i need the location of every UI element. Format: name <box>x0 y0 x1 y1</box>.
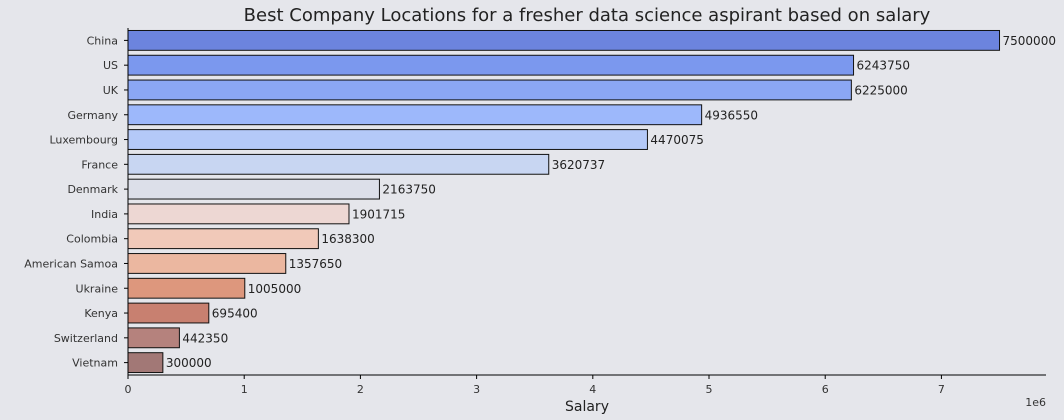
value-label: 1638300 <box>321 232 374 246</box>
bar-us <box>127 54 855 76</box>
y-tick-label: American Samoa <box>24 257 118 270</box>
bar-vietnam <box>127 352 164 374</box>
x-tick-label: 6 <box>822 383 829 396</box>
y-tick-label: China <box>87 34 118 47</box>
value-label: 1005000 <box>248 282 301 296</box>
value-label: 6225000 <box>854 83 907 97</box>
x-tick-label: 2 <box>357 383 364 396</box>
bar-india <box>127 203 350 225</box>
value-label: 2163750 <box>382 183 435 197</box>
y-tick-label: France <box>81 158 118 171</box>
bar-uk <box>127 79 852 101</box>
y-tick-label: Colombia <box>66 233 118 246</box>
x-tick-label: 3 <box>473 383 480 396</box>
bar-germany <box>127 104 703 126</box>
bar-colombia <box>127 228 319 250</box>
bar-china <box>127 29 1001 51</box>
y-tick-label: India <box>91 208 118 221</box>
bar-denmark <box>127 178 380 200</box>
value-label: 442350 <box>182 331 228 345</box>
value-label: 6243750 <box>857 59 910 73</box>
y-tick-label: UK <box>103 84 119 97</box>
bar-france <box>127 153 550 175</box>
x-tick-label: 4 <box>589 383 596 396</box>
value-label: 4936550 <box>705 108 758 122</box>
x-axis-scale-label: 1e6 <box>1025 396 1046 409</box>
y-tick-label: Vietnam <box>72 357 118 370</box>
value-label: 4470075 <box>650 133 703 147</box>
y-tick-label: Luxembourg <box>49 134 118 147</box>
x-tick-label: 0 <box>125 383 132 396</box>
x-tick-label: 7 <box>938 383 945 396</box>
x-tick-label: 1 <box>241 383 248 396</box>
y-tick-label: Denmark <box>67 183 118 196</box>
bar-ukraine <box>127 277 246 299</box>
y-tick-label: Switzerland <box>54 332 118 345</box>
value-label: 3620737 <box>552 158 605 172</box>
y-tick-label: US <box>103 59 118 72</box>
bar-luxembourg <box>127 129 648 150</box>
y-axis: China US UK Germany Luxembourg France Denmark I… <box>24 28 129 375</box>
y-tick-label: Kenya <box>84 307 118 320</box>
value-label: 7500000 <box>1003 34 1056 48</box>
y-tick-label: Ukraine <box>76 282 119 295</box>
value-label: 1357650 <box>289 257 342 271</box>
x-axis-title: Salary <box>565 399 609 415</box>
value-label: 300000 <box>166 356 212 370</box>
value-label: 695400 <box>212 307 258 321</box>
value-label: 1901715 <box>352 207 405 221</box>
bar-kenya <box>127 302 210 324</box>
bar-american-samoa <box>127 253 287 274</box>
x-axis: 0 1 2 3 4 5 6 7 <box>125 374 1046 396</box>
chart-title: Best Company Locations for a fresher dat… <box>244 5 931 26</box>
y-tick-label: Germany <box>67 109 118 122</box>
bar-switzerland <box>127 327 180 349</box>
x-tick-label: 5 <box>706 383 713 396</box>
